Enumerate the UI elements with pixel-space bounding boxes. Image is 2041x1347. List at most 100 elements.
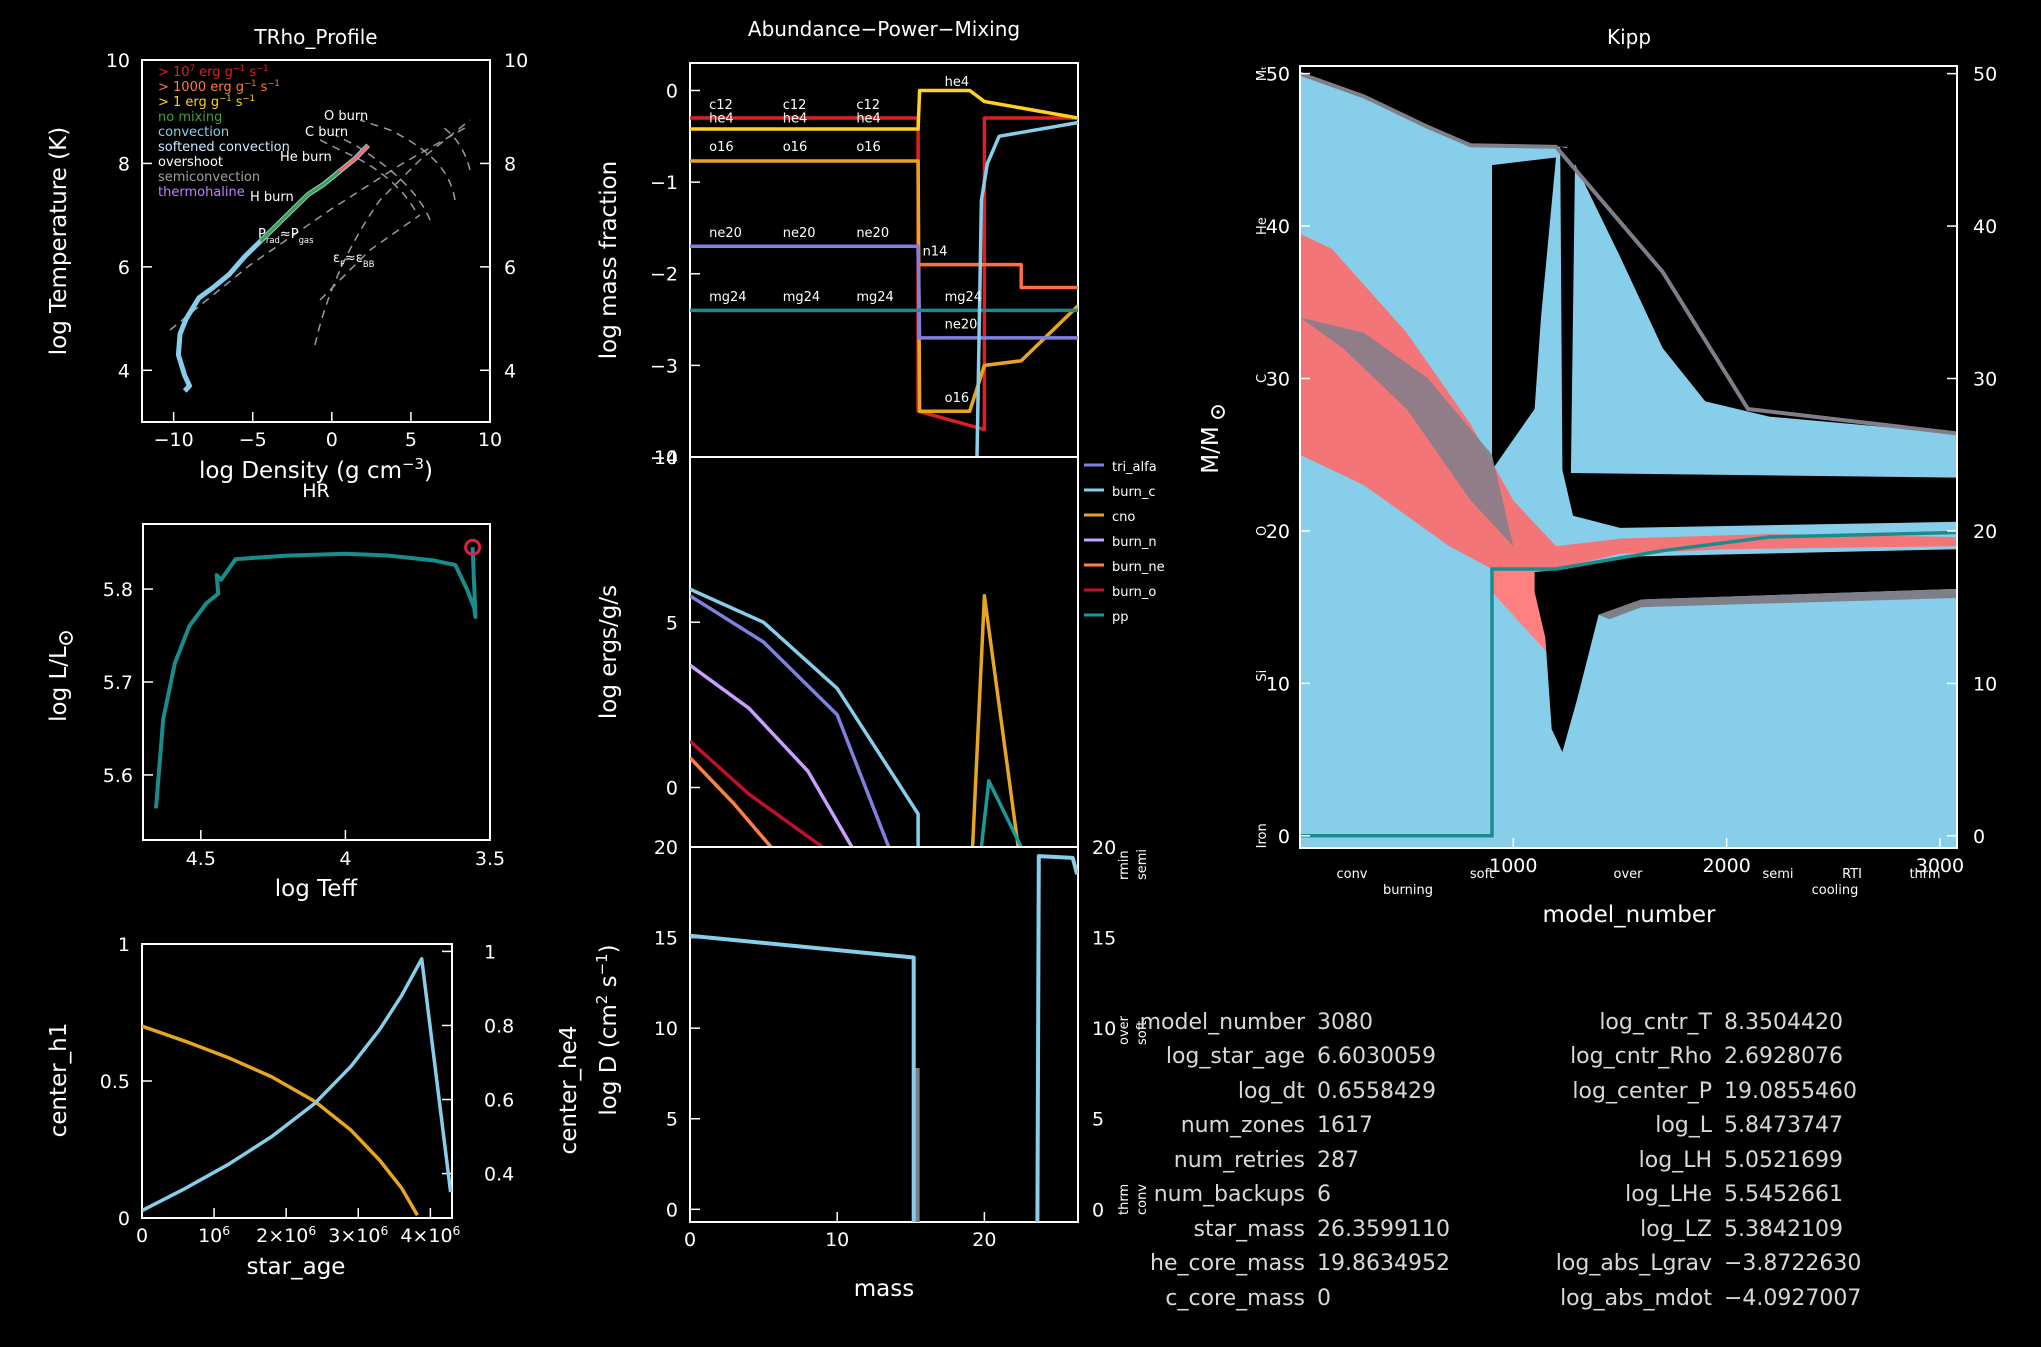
trho-eps-annot: εF≈εBB xyxy=(333,251,375,269)
abund-species-label: he4 xyxy=(783,112,808,127)
center-ytick-right-label: 0.8 xyxy=(484,1015,514,1037)
power-line-burn_o xyxy=(690,739,824,847)
center-ytick-right-label: 0.4 xyxy=(484,1164,514,1186)
abund-line-burn_c-profile xyxy=(975,120,1078,457)
center-xtick-label: 4×106 xyxy=(400,1224,460,1247)
summary-value: −4.0927007 xyxy=(1724,1285,1862,1311)
power-frame xyxy=(689,456,1079,848)
trho-prad-annot-part: gas xyxy=(299,235,314,245)
power-line-pp xyxy=(979,779,1023,847)
trho-burn-label-o: O burn xyxy=(324,109,368,124)
kipp-ytick-label-right: 50 xyxy=(1973,64,1997,86)
hr-ytick-label: 5.8 xyxy=(103,579,133,601)
abund-frame xyxy=(689,62,1079,458)
summary-row: num_retries 287 xyxy=(1080,1143,1517,1178)
summary-key: log_cntr_T xyxy=(1599,1009,1712,1035)
trho-legend-item-part: > 1000 erg g xyxy=(158,80,244,95)
summary-value: 0 xyxy=(1317,1285,1331,1311)
abundance-panel: Abundance−Power−Mixing 0 −1 −2 −3 −4 log mass … xyxy=(596,17,1079,469)
power-line-burn_ne xyxy=(690,756,773,847)
mixing-ylabel: log D (cm2 s−1) xyxy=(593,944,622,1115)
center-ylabel-right: center_he4 xyxy=(556,1026,582,1155)
kipp-radiative-wedge xyxy=(1492,157,1556,470)
summary-value: 5.5452661 xyxy=(1724,1182,1843,1208)
mixing-semiconvection-region xyxy=(913,1068,920,1222)
mixing-xlabel: mass xyxy=(854,1276,914,1302)
trho-ytick-label-right: 10 xyxy=(504,50,528,72)
kipp-radiative-core xyxy=(1534,549,1957,752)
kipp-legend-item: burning xyxy=(1383,883,1433,898)
center-ytick-left-label: 1 xyxy=(118,934,130,956)
kipp-ytick-label: 40 xyxy=(1266,216,1290,238)
power-legend-label: burn_n xyxy=(1112,535,1157,550)
trho-burn-label-he: He burn xyxy=(280,150,332,165)
kipp-ytick-label-right: 20 xyxy=(1973,521,1997,543)
hr-panel: HR 4.5 4 3.5 5.6 5.7 5.8 log Teff log L/L xyxy=(46,480,505,902)
trho-legend-item: semiconvection xyxy=(158,170,260,185)
center-xtick-label: 2×106 xyxy=(256,1224,316,1247)
summary-key: log_LHe xyxy=(1625,1182,1712,1208)
abund-ytick-label: −4 xyxy=(650,447,678,469)
center-ytick-left-label: 0.5 xyxy=(100,1071,130,1093)
abund-ytick-label: −3 xyxy=(650,355,678,377)
summary-key: log_LZ xyxy=(1640,1216,1712,1242)
power-legend-label: pp xyxy=(1112,610,1129,625)
abund-species-label: o16 xyxy=(709,140,734,155)
hr-current-marker xyxy=(464,538,482,556)
mixing-ytick-label: 20 xyxy=(654,837,678,859)
kipp-ytick-label: 0 xyxy=(1278,826,1290,848)
summary-row: c_core_mass 0 xyxy=(1080,1281,1517,1316)
abund-line-he4 xyxy=(690,88,1078,131)
mixing-ytick-label-right: 5 xyxy=(1092,1109,1104,1131)
trho-burn-line-3 xyxy=(439,124,471,171)
trho-ytick-label: 8 xyxy=(118,153,130,175)
kipp-xtick-label: 2000 xyxy=(1702,855,1750,877)
mixing-ytick-label-right: 15 xyxy=(1092,928,1116,950)
hr-xtick-label: 4 xyxy=(339,848,351,870)
power-line-tri_alfa xyxy=(690,594,891,847)
hr-ytick-label: 5.7 xyxy=(103,672,133,694)
summary-value: 19.8634952 xyxy=(1317,1251,1450,1277)
kipp-legend-item: soft xyxy=(1470,867,1494,882)
trho-legend-item-part: s xyxy=(245,65,256,80)
trho-profile-burning xyxy=(338,144,370,173)
kipp-title: Kipp xyxy=(1607,25,1651,49)
mixing-ytick-label: 5 xyxy=(666,1109,678,1131)
summary-key: c_core_mass xyxy=(1165,1285,1305,1311)
summary-value: 5.8473747 xyxy=(1724,1113,1843,1139)
mixing-ytick-label: 15 xyxy=(654,928,678,950)
abund-species-label: he4 xyxy=(709,112,734,127)
summary-value: 26.3599110 xyxy=(1317,1216,1450,1242)
trho-ytick-label-right: 4 xyxy=(504,360,516,382)
power-line-burn_n xyxy=(690,663,854,847)
kipp-ytick-label: 20 xyxy=(1266,521,1290,543)
center-abundance-panel: 0 106 2×106 3×106 4×10600.510.40.60.81star_a… xyxy=(46,934,582,1280)
summary-row: model_number 3080 xyxy=(1080,1005,1517,1040)
center-xtick-label-part: 10 xyxy=(198,1225,222,1247)
center-xtick-label-part: 3×10 xyxy=(328,1225,380,1247)
summary-value: 2.6928076 xyxy=(1724,1044,1843,1070)
kipp-legend-item: cooling xyxy=(1812,883,1859,898)
abund-species-label: o16 xyxy=(783,140,808,155)
hr-ylabel: log L/L xyxy=(46,646,72,722)
kipp-convection-region xyxy=(1300,75,1957,848)
summary-value: 0.6558429 xyxy=(1317,1078,1436,1104)
trho-legend-item-part: convection xyxy=(158,125,229,140)
mixing-ylabel-part: log D (cm xyxy=(596,1004,622,1115)
trho-eps-annot-part: ≈ε xyxy=(345,251,363,266)
trho-ytick-label-right: 6 xyxy=(504,257,516,279)
kipp-element-marker: Iron xyxy=(1255,823,1270,848)
mixing-side-label: soft xyxy=(1135,1021,1150,1045)
trho-legend-item-part: −1 xyxy=(219,93,231,103)
summary-row: log_cntr_T 8.3504420 xyxy=(1554,1005,1924,1040)
center-xtick-label-part: 4×10 xyxy=(400,1225,452,1247)
center-xtick-label-part: 6 xyxy=(222,1224,230,1238)
abund-species-label: ne20 xyxy=(783,226,816,241)
summary-row: log_LZ 5.3842109 xyxy=(1554,1212,1924,1247)
center-ytick-left-label: 0 xyxy=(118,1208,130,1230)
summary-key: log_abs_mdot xyxy=(1560,1285,1712,1311)
trho-legend-item-part: −1 xyxy=(243,93,255,103)
kipp-legend-item: over xyxy=(1614,867,1644,882)
